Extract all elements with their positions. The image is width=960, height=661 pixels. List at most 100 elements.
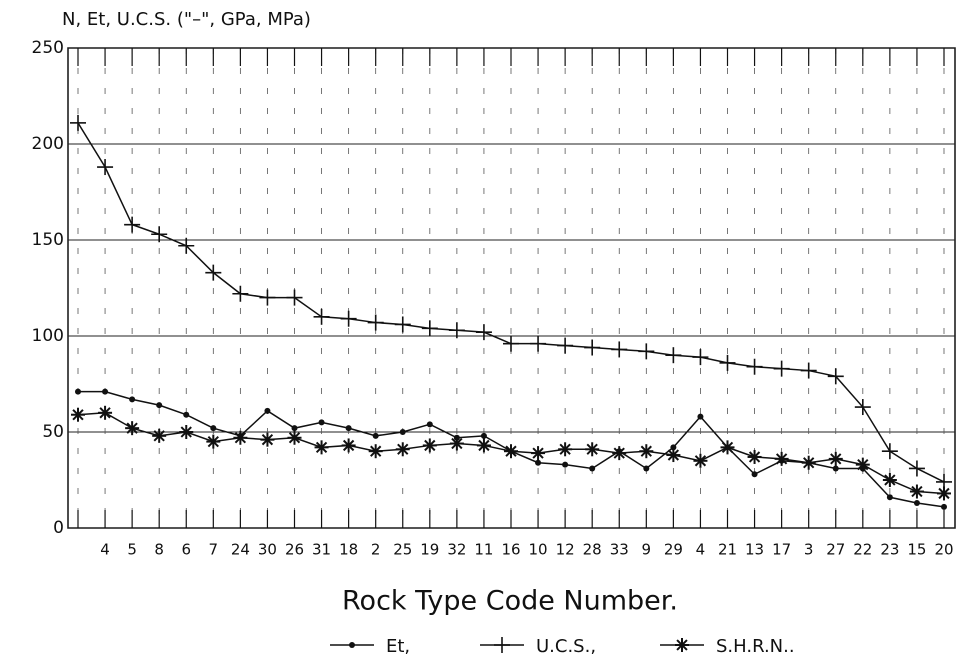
star-arm: [676, 639, 688, 651]
point: [129, 396, 136, 403]
point: [206, 434, 221, 449]
star-arm: [586, 443, 598, 455]
point: [913, 500, 920, 507]
star-arm: [370, 445, 382, 457]
dot: [264, 407, 271, 414]
point: [124, 216, 141, 233]
x-tick-label: 32: [447, 541, 466, 559]
point: [476, 438, 491, 453]
x-tick-label: 8: [154, 541, 164, 559]
point: [612, 446, 627, 461]
point: [584, 339, 601, 356]
star-arm: [180, 426, 192, 438]
x-tick-label: 18: [339, 541, 358, 559]
x-tick-label: 23: [880, 541, 899, 559]
dot: [697, 413, 704, 420]
star-arm: [911, 485, 923, 498]
x-tick-label: 20: [934, 541, 953, 559]
point: [638, 343, 655, 360]
point: [183, 411, 190, 418]
point: [340, 310, 357, 327]
x-tick-label: 33: [610, 541, 629, 559]
point: [97, 159, 114, 176]
point: [773, 360, 790, 377]
dot: [832, 465, 839, 472]
star-arm: [261, 434, 274, 446]
legend-label: S.H.R.N..: [716, 636, 795, 657]
point: [179, 425, 194, 439]
point: [494, 637, 510, 653]
point: [399, 429, 406, 435]
star-arm: [748, 451, 761, 463]
x-tick-label: 28: [583, 541, 602, 559]
star-arm: [640, 445, 652, 457]
point: [828, 451, 843, 466]
point: [345, 425, 352, 432]
point: [801, 455, 816, 470]
x-tick-label: 2: [371, 541, 381, 559]
star-arm: [803, 457, 815, 469]
point: [557, 337, 574, 354]
dot: [480, 432, 487, 439]
point: [643, 465, 650, 472]
dot: [751, 471, 758, 478]
point: [372, 432, 379, 439]
x-tick-label: 13: [745, 541, 764, 559]
point: [941, 503, 947, 510]
point: [832, 465, 839, 472]
star-arm: [342, 439, 355, 452]
x-tick-label: 11: [474, 541, 493, 559]
point: [774, 451, 789, 466]
point: [125, 421, 140, 436]
dot: [129, 396, 136, 403]
point: [639, 444, 654, 459]
star-arm: [315, 441, 328, 454]
point: [102, 388, 109, 395]
dot: [589, 465, 596, 472]
x-tick-label: 30: [258, 541, 277, 559]
star-arm: [72, 409, 84, 421]
star-arm: [99, 407, 111, 419]
point: [233, 430, 248, 445]
legend-label: Et,: [386, 636, 410, 657]
star-arm: [884, 474, 896, 486]
point: [670, 444, 677, 451]
point: [156, 402, 163, 409]
dot: [156, 402, 163, 409]
point: [421, 320, 438, 337]
x-tick-label: 22: [853, 541, 872, 559]
point: [449, 436, 464, 451]
point: [503, 335, 519, 352]
point: [98, 405, 113, 420]
point: [585, 442, 600, 457]
point: [855, 457, 870, 472]
dot: [349, 642, 355, 648]
star-arm: [559, 443, 571, 455]
point: [314, 440, 329, 455]
point: [535, 459, 542, 466]
x-tick-label: 27: [826, 541, 845, 559]
point: [448, 322, 465, 339]
point: [394, 316, 411, 333]
point: [666, 448, 681, 463]
point: [313, 308, 330, 325]
star-arm: [613, 447, 625, 459]
point: [886, 494, 893, 501]
point: [287, 430, 302, 445]
point: [720, 440, 735, 455]
y-tick-label: 250: [32, 38, 64, 58]
x-tick-label: 15: [907, 541, 926, 559]
point: [367, 314, 384, 331]
point: [746, 358, 763, 375]
legend-label: U.C.S.,: [536, 636, 596, 657]
star-arm: [451, 437, 463, 450]
star-arm: [153, 430, 165, 442]
point: [259, 289, 276, 306]
point: [531, 446, 546, 461]
star-arm: [478, 439, 490, 452]
x-tick-label: 10: [529, 541, 548, 559]
x-tick-label: 4: [100, 541, 110, 559]
x-tick-label: 7: [209, 541, 219, 559]
point: [675, 638, 689, 652]
point: [697, 413, 704, 420]
